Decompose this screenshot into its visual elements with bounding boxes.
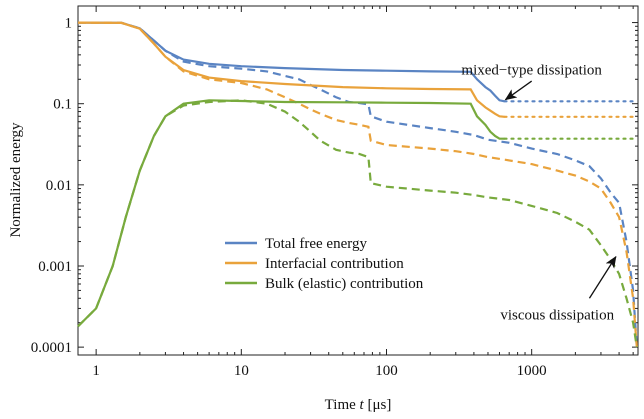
series-line-total-free-energy-viscous (77, 21, 638, 348)
x-tick-label: 1000 (517, 363, 547, 379)
x-axis-title-var: t (360, 397, 365, 413)
series-group (77, 21, 638, 348)
annotation-arrow-viscous-dissipation (588, 255, 617, 299)
legend: Total free energy Interfacial contributio… (225, 236, 424, 292)
annotation-group: mixed−type dissipation viscous dissipatio… (461, 62, 617, 323)
x-tick-label: 10 (234, 363, 249, 379)
legend-label: Total free energy (265, 236, 367, 252)
x-axis-title: Time t [μs] (325, 397, 392, 413)
annotation-viscous-dissipation: viscous dissipation (500, 307, 614, 323)
y-axis-title: Normalized energy (8, 122, 24, 238)
tick-group: 1 10 100 1000 1 0.1 0.01 0.001 0.0001 (31, 6, 638, 379)
legend-label: Interfacial contribution (265, 256, 404, 272)
series-line-interfacial-contribution-viscous (77, 21, 638, 348)
y-tick-label: 1 (65, 16, 73, 32)
x-axis-title-prefix: Time (325, 397, 360, 413)
series-line-bulk-elastic-contribution-mixed-type (77, 99, 505, 328)
plot-frame (77, 5, 639, 356)
y-tick-label: 0.1 (53, 97, 72, 113)
y-tick-label: 0.001 (38, 259, 72, 275)
series-line-interfacial-contribution-mixed-type (77, 21, 505, 118)
x-axis-title-unit: [μs] (364, 397, 392, 413)
annotation-mixed-type-dissipation: mixed−type dissipation (461, 62, 602, 78)
series-line-total-free-energy-mixed-type (77, 21, 505, 103)
annotation-arrow-mixed-type-dissipation (504, 80, 533, 101)
legend-label: Bulk (elastic) contribution (265, 276, 424, 292)
x-tick-label: 1 (92, 363, 100, 379)
y-tick-label: 0.0001 (31, 340, 72, 356)
y-tick-label: 0.01 (46, 178, 72, 194)
x-tick-label: 100 (375, 363, 398, 379)
